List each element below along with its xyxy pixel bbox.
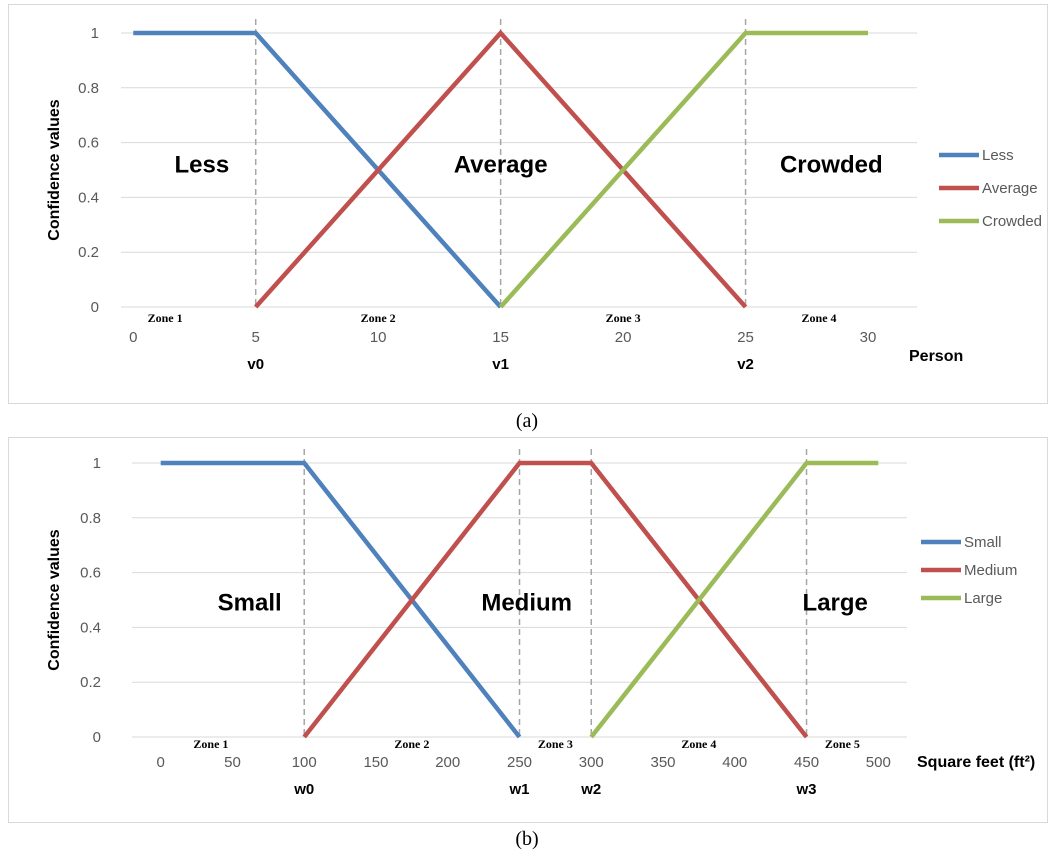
zone-label: Zone 1 <box>193 737 228 751</box>
x-tick-label: 250 <box>507 754 532 771</box>
x-tick-label: 50 <box>224 754 241 771</box>
region-label: Medium <box>481 590 572 617</box>
x-tick-label: 15 <box>492 329 509 346</box>
y-tick-label: 0.8 <box>78 80 99 97</box>
y-tick-label: 0.2 <box>80 674 101 691</box>
threshold-label: w3 <box>796 781 817 798</box>
series-line-small <box>160 460 522 739</box>
zone-label: Zone 3 <box>538 737 573 751</box>
legend-label: Medium <box>964 562 1017 579</box>
legend-label: Small <box>964 534 1002 551</box>
threshold-label: w0 <box>293 781 314 798</box>
x-tick-label: 150 <box>363 754 388 771</box>
zone-label: Zone 4 <box>681 737 716 751</box>
region-label: Average <box>454 152 548 179</box>
caption-a: (a) <box>515 410 539 432</box>
region-label: Less <box>174 152 229 179</box>
x-tick-label: 500 <box>866 754 891 771</box>
legend-label: Crowded <box>982 213 1042 230</box>
legend-label: Large <box>964 590 1002 607</box>
legend-label: Average <box>982 180 1038 197</box>
x-tick-label: 0 <box>157 754 165 771</box>
x-tick-label: 400 <box>722 754 747 771</box>
zone-label: Zone 4 <box>802 311 837 325</box>
y-tick-label: 0.4 <box>78 189 99 206</box>
y-tick-label: 0 <box>91 299 99 316</box>
threshold-label: w2 <box>580 781 601 798</box>
x-axis-title: Square feet (ft²) <box>917 754 1035 771</box>
x-tick-label: 5 <box>252 329 260 346</box>
y-tick-label: 0.2 <box>78 244 99 261</box>
region-label: Crowded <box>780 152 883 179</box>
y-tick-label: 0.8 <box>80 510 101 527</box>
zone-label: Zone 3 <box>606 311 641 325</box>
x-tick-label: 100 <box>292 754 317 771</box>
x-tick-label: 20 <box>615 329 632 346</box>
y-tick-label: 1 <box>93 455 101 472</box>
x-tick-label: 25 <box>737 329 754 346</box>
legend-label: Less <box>982 147 1014 164</box>
y-axis-title: Confidence values <box>46 529 63 670</box>
region-label: Large <box>803 590 868 617</box>
chart-b-svg: 0 0.2 0.4 0.6 0.8 1 0 50 100 150 200 250 300 350 400 45… <box>46 449 1035 798</box>
zone-label: Zone 1 <box>148 311 183 325</box>
x-axis-title: Person <box>909 348 963 365</box>
x-tick-label: 0 <box>129 329 137 346</box>
zone-label: Zone 5 <box>825 737 860 751</box>
y-tick-label: 0 <box>93 729 101 746</box>
threshold-label: v2 <box>737 356 754 373</box>
caption-b: (b) <box>515 828 539 850</box>
x-tick-label: 350 <box>651 754 676 771</box>
x-tick-label: 30 <box>860 329 877 346</box>
zone-label: Zone 2 <box>394 737 429 751</box>
series-line-average <box>254 29 748 309</box>
y-tick-label: 0.6 <box>80 565 101 582</box>
y-axis-title: Confidence values <box>46 99 63 240</box>
threshold-label: v0 <box>247 356 264 373</box>
series-line-large <box>589 460 879 739</box>
series-line-less <box>133 30 503 309</box>
x-tick-label: 10 <box>370 329 387 346</box>
zone-label: Zone 2 <box>361 311 396 325</box>
threshold-label: w1 <box>508 781 529 798</box>
y-tick-label: 0.6 <box>78 135 99 152</box>
x-tick-label: 300 <box>579 754 604 771</box>
threshold-label: v1 <box>492 356 509 373</box>
x-tick-label: 450 <box>794 754 819 771</box>
y-tick-label: 0.4 <box>80 619 101 636</box>
x-tick-label: 200 <box>435 754 460 771</box>
region-label: Small <box>218 590 282 617</box>
chart-panel-a: 0 0.2 0.4 0.6 0.8 1 0 5 10 15 20 25 30 v0 v1 v2 Less Aver… <box>8 4 1048 404</box>
chart-panel-b: 0 0.2 0.4 0.6 0.8 1 0 50 100 150 200 250 300 350 400 45… <box>8 437 1048 823</box>
y-tick-label: 1 <box>91 25 99 42</box>
series-line-crowded <box>498 30 869 309</box>
